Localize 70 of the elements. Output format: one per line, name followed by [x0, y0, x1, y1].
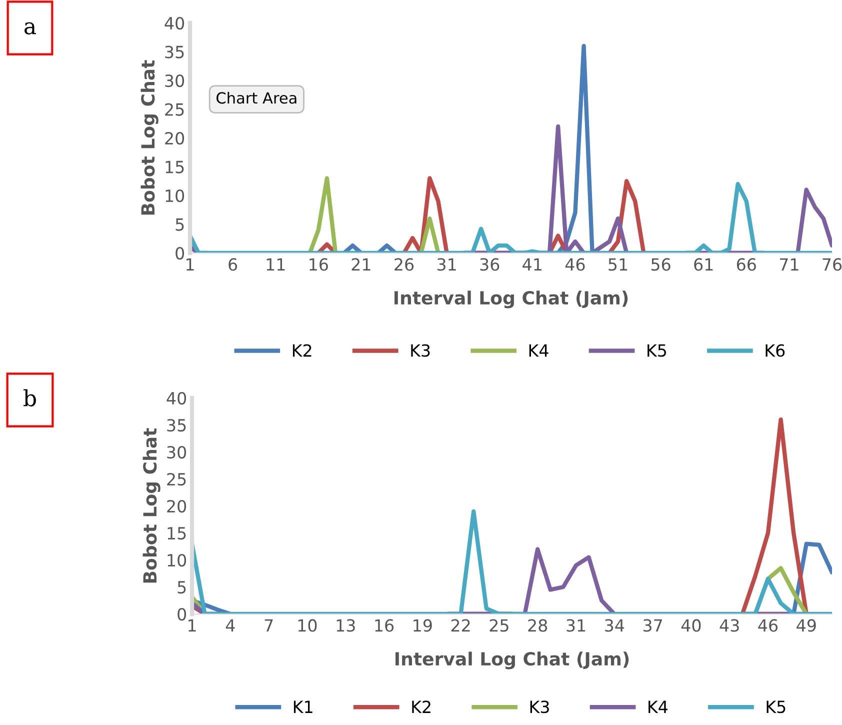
y-tick-label: 35: [165, 46, 184, 58]
y-tick-label: 10: [166, 189, 184, 202]
annotation: Chart Area: [216, 92, 296, 104]
x-tick-label: 40: [681, 619, 701, 632]
x-tick-label: 49: [796, 619, 816, 632]
x-tick-label: 41: [522, 258, 542, 271]
legend-label: K3: [411, 344, 430, 357]
x-tick-label: 25: [490, 619, 508, 632]
y-tick-label: 30: [165, 74, 184, 88]
legend-label: K1: [294, 700, 312, 713]
line-series: [190, 182, 832, 253]
x-tick-label: 4: [226, 619, 235, 632]
x-tick-label: 22: [451, 619, 470, 632]
y-tick-label: 20: [165, 132, 184, 145]
x-tick-label: 31: [437, 258, 456, 271]
legend-label: K5: [648, 344, 666, 357]
x-tick-label: 16: [375, 619, 394, 632]
y-tick-label: 35: [167, 418, 186, 432]
x-tick-label: 71: [780, 258, 798, 271]
x-tick-label: 26: [394, 258, 414, 271]
x-tick-label: 11: [266, 258, 285, 271]
x-tick-label: 46: [565, 258, 585, 271]
y-tick-label: 30: [167, 446, 186, 459]
y-tick-label: 40: [164, 16, 184, 30]
y-tick-label: 0: [178, 608, 186, 621]
x-tick-label: 61: [694, 258, 713, 271]
x-tick-label: 6: [228, 258, 238, 271]
x-tick-label: 37: [643, 619, 662, 632]
y-tick-label: 5: [178, 581, 186, 594]
x-tick-label: 36: [480, 258, 500, 271]
line-series: [192, 509, 832, 614]
y-tick-label: 15: [166, 160, 184, 174]
x-tick-label: 34: [605, 619, 624, 632]
y-tick-label: 40: [166, 392, 186, 405]
x-tick-label: 31: [566, 619, 586, 632]
y-tick-label: 0: [176, 246, 184, 260]
legend-label: K5: [766, 700, 786, 714]
x-tick-label: 66: [736, 258, 756, 271]
x-tick-label: 7: [264, 619, 273, 632]
chart-title: b: [24, 389, 36, 406]
x-axis-title: Interval Log Chat (Jam): [395, 652, 629, 670]
legend-label: K4: [529, 344, 548, 357]
x-tick-label: 21: [352, 258, 370, 271]
x-tick-label: 16: [310, 258, 328, 271]
legend-label: K4: [648, 700, 668, 713]
x-tick-label: 46: [758, 619, 778, 632]
x-tick-label: 10: [298, 619, 317, 632]
x-tick-label: 76: [822, 258, 842, 271]
y-tick-label: 10: [168, 554, 186, 567]
x-tick-label: 19: [414, 619, 432, 632]
legend-label: K3: [530, 700, 549, 714]
y-tick-label: 25: [165, 103, 184, 116]
y-tick-label: 25: [167, 472, 186, 486]
y-axis-title: Bobot Log Chat: [140, 60, 158, 215]
x-tick-label: 13: [336, 619, 355, 632]
legend-label: K6: [766, 344, 785, 357]
x-tick-label: 51: [608, 258, 628, 271]
x-tick-label: 56: [651, 258, 670, 271]
y-tick-label: 5: [176, 218, 184, 231]
legend-label: K2: [412, 700, 430, 713]
y-tick-label: 15: [168, 527, 186, 540]
y-tick-label: 20: [167, 500, 186, 513]
legend-label: K2: [292, 344, 312, 357]
x-tick-label: 28: [528, 619, 548, 632]
x-tick-label: 43: [720, 619, 739, 632]
x-tick-label: 1: [188, 619, 196, 632]
y-axis-title: Bobot Log Chat: [142, 428, 160, 583]
chart-title: a: [24, 22, 36, 34]
x-axis-title: Interval Log Chat (Jam): [394, 290, 628, 308]
x-tick-label: 1: [186, 258, 194, 271]
